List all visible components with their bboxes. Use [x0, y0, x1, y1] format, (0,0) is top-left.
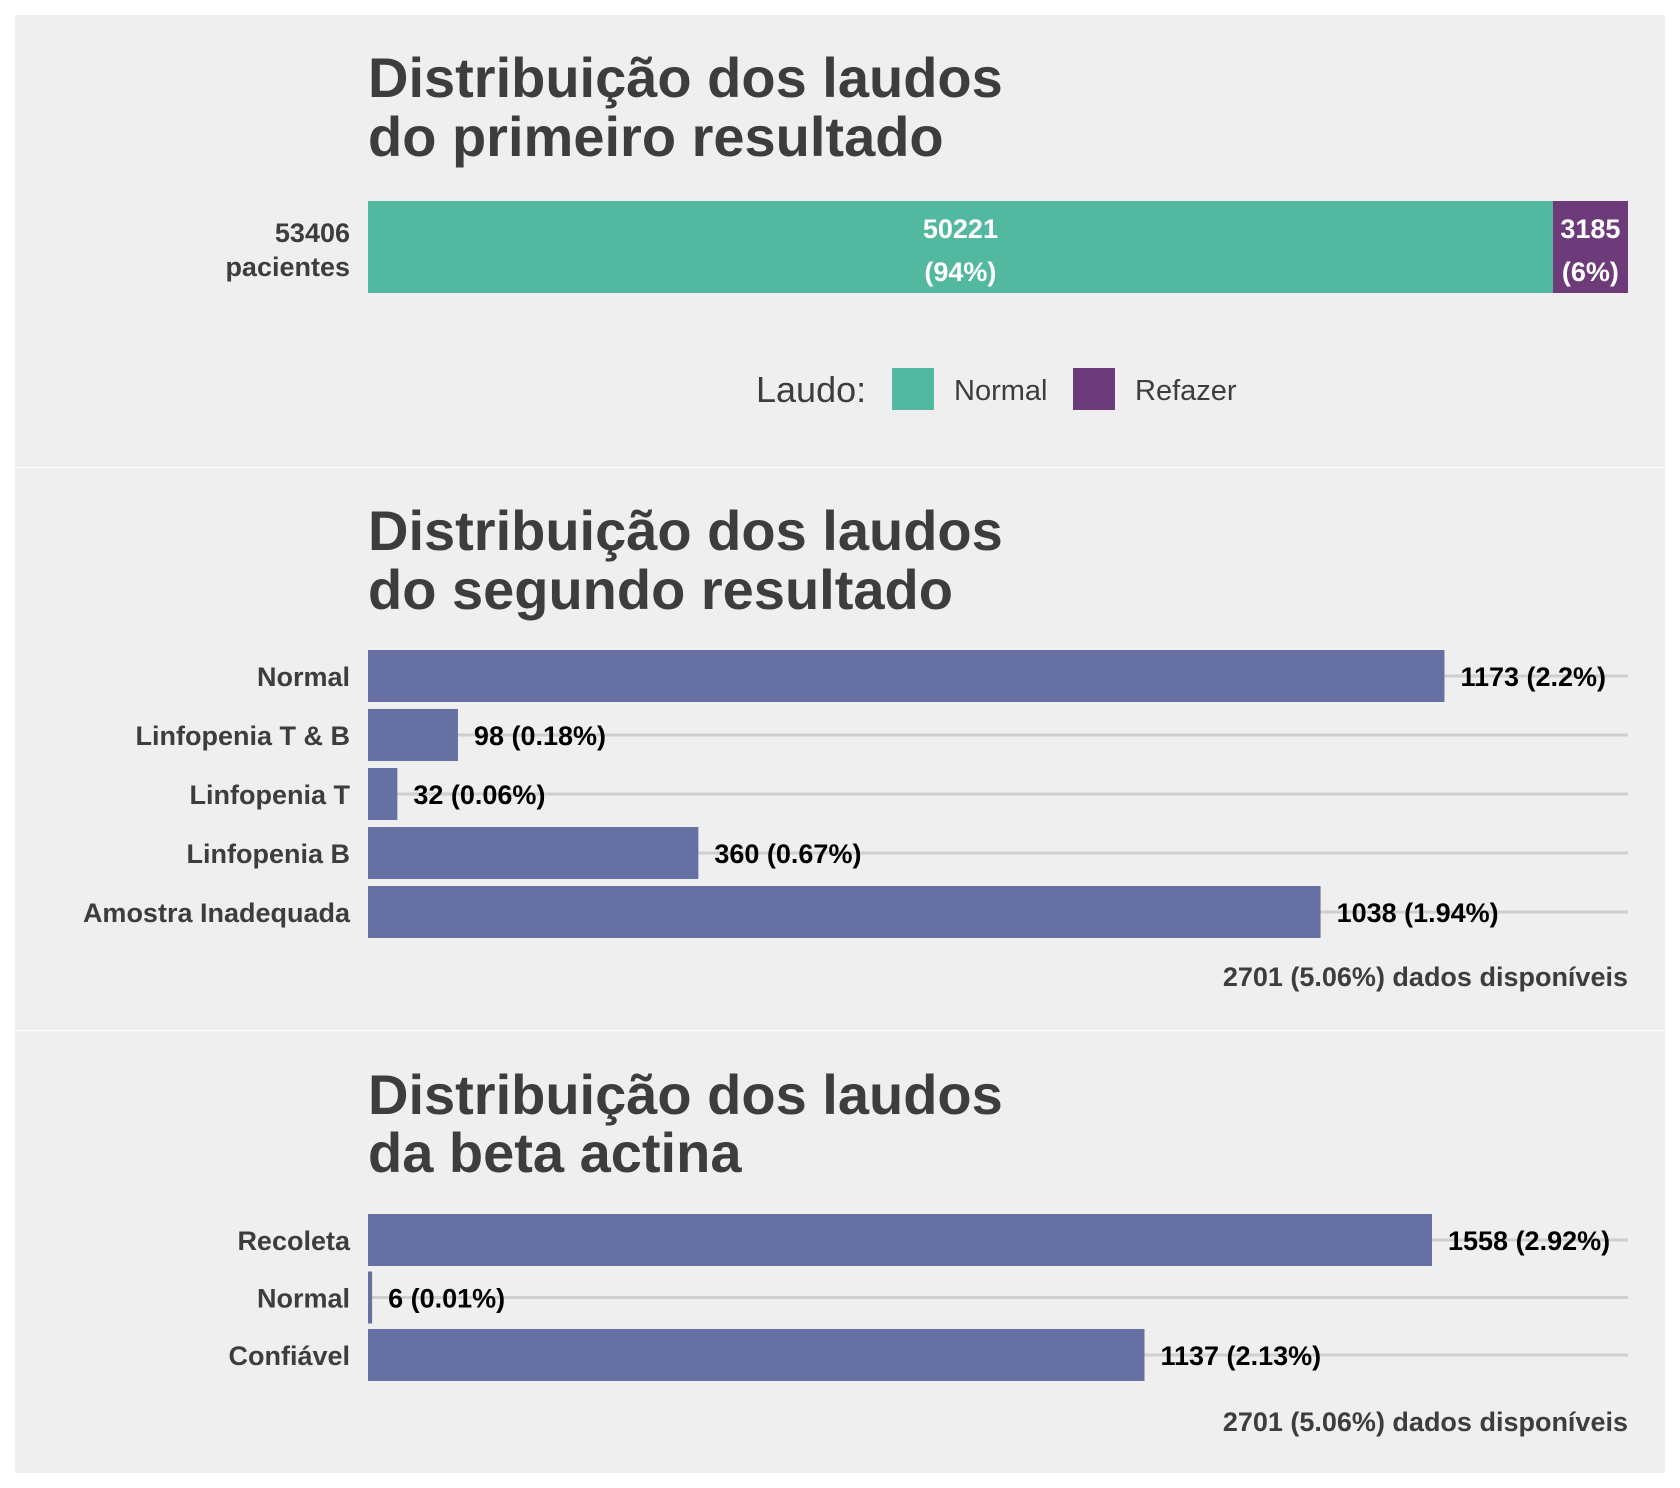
chart-3: Distribuição dos laudos da beta actina R…	[228, 1063, 1628, 1437]
chart-2-bar-linfopenia-t	[368, 768, 398, 820]
chart-3-value-label-recoleta: 1558 (2.92%)	[1448, 1226, 1610, 1256]
chart-2-value-label-linfopenia-t-b: 98 (0.18%)	[474, 721, 606, 751]
chart-1-row-label-line-2: pacientes	[225, 252, 350, 282]
chart-2-category-label-linfopenia-t: Linfopenia T	[190, 780, 351, 810]
chart-2: Distribuição dos laudos do segundo resul…	[83, 499, 1628, 992]
chart-1-legend: Laudo: Normal Refazer	[756, 368, 1237, 410]
legend-swatch-normal	[892, 368, 934, 410]
chart-1-title-line-1: Distribuição dos laudos	[368, 46, 1003, 109]
chart-3-title-line-1: Distribuição dos laudos	[368, 1063, 1003, 1126]
bar-label-refazer-percent: (6%)	[1562, 257, 1619, 287]
chart-2-title-line-1: Distribuição dos laudos	[368, 499, 1003, 562]
chart-3-caption: 2701 (5.06%) dados disponíveis	[1223, 1407, 1628, 1437]
bar-label-refazer-count: 3185	[1560, 214, 1620, 244]
bar-segment-refazer	[1552, 201, 1628, 293]
legend-label-normal: Normal	[954, 375, 1047, 407]
chart-3-value-label-confiavel: 1137 (2.13%)	[1160, 1341, 1321, 1371]
chart-3-title-line-2: da beta actina	[368, 1121, 742, 1184]
chart-2-bar-linfopenia-b	[368, 827, 699, 879]
chart-1-title-line-2: do primeiro resultado	[368, 105, 944, 168]
legend-swatch-refazer	[1073, 368, 1115, 410]
chart-3-bar-confiavel	[368, 1329, 1145, 1381]
bar-label-normal-count: 50221	[923, 214, 998, 244]
bar-segment-normal	[368, 201, 1553, 293]
chart-2-bar-normal	[368, 650, 1445, 702]
legend-label-refazer: Refazer	[1135, 375, 1237, 407]
chart-2-value-label-normal: 1173 (2.2%)	[1460, 662, 1606, 692]
chart-2-value-label-linfopenia-t: 32 (0.06%)	[413, 780, 545, 810]
chart-2-bar-linfopenia-t-b	[368, 709, 458, 761]
chart-3-category-label-confiavel: Confiável	[228, 1341, 350, 1371]
chart-2-category-label-linfopenia-t-b: Linfopenia T & B	[136, 721, 350, 751]
chart-3-category-label-normal: Normal	[257, 1284, 350, 1314]
legend-title: Laudo:	[756, 369, 866, 410]
chart-3-category-label-recoleta: Recoleta	[237, 1226, 351, 1256]
chart-2-title-line-2: do segundo resultado	[368, 558, 953, 621]
chart-3-bar-normal	[368, 1271, 373, 1324]
chart-2-value-label-amostra-inadequada: 1038 (1.94%)	[1337, 898, 1499, 928]
chart-3-bar-recoleta	[368, 1214, 1432, 1266]
chart-1: Distribuição dos laudos do primeiro resu…	[225, 46, 1628, 410]
chart-2-caption: 2701 (5.06%) dados disponíveis	[1223, 962, 1628, 992]
chart-2-category-label-linfopenia-b: Linfopenia B	[187, 839, 351, 869]
chart-1-row-label-line-1: 53406	[275, 218, 350, 248]
chart-2-value-label-linfopenia-b: 360 (0.67%)	[714, 839, 861, 869]
chart-3-value-label-normal: 6 (0.01%)	[388, 1284, 505, 1314]
chart-2-bar-amostra-inadequada	[368, 886, 1321, 938]
chart-2-category-label-normal: Normal	[257, 662, 350, 692]
bar-label-normal-percent: (94%)	[924, 257, 996, 287]
chart-2-category-label-amostra-inadequada: Amostra Inadequada	[83, 898, 351, 928]
